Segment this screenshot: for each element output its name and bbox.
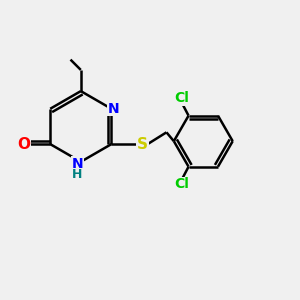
Text: S: S [137, 136, 148, 152]
Text: N: N [71, 157, 83, 171]
Text: Cl: Cl [175, 177, 190, 191]
Text: O: O [17, 136, 30, 152]
Text: Cl: Cl [175, 91, 190, 105]
Text: N: N [108, 102, 120, 116]
Text: H: H [72, 168, 83, 181]
